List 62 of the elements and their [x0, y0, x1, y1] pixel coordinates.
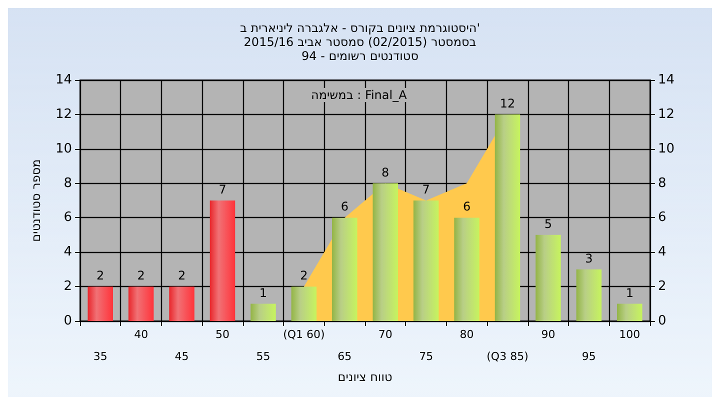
y2-tick-label: 6 — [658, 210, 666, 226]
data-label: 7 — [218, 182, 226, 196]
data-label: 12 — [500, 96, 516, 110]
x-tick-label: 80 — [460, 328, 474, 341]
bar — [128, 286, 154, 321]
data-label: 2 — [300, 268, 308, 283]
y2-tick-label: 0 — [658, 314, 666, 328]
bar — [169, 286, 194, 321]
x-tick-label: 35 — [93, 350, 108, 363]
y-tick-label: 8 — [64, 176, 72, 191]
x-tick-label: 40 — [134, 328, 148, 341]
data-label: 2 — [137, 268, 145, 283]
data-label: 7 — [422, 182, 430, 196]
bar — [250, 304, 276, 321]
data-label: 3 — [585, 251, 593, 266]
x-tick-label: 45 — [174, 350, 189, 363]
y2-tick-label: 10 — [658, 141, 675, 156]
annotation: במשימה : Final_A — [311, 88, 408, 102]
y-tick-label: 12 — [55, 106, 72, 122]
data-label: 2 — [96, 268, 104, 283]
bar — [88, 286, 113, 321]
bar — [372, 183, 398, 321]
x-tick-label: 75 — [419, 350, 434, 363]
data-label: 1 — [259, 286, 268, 300]
bar — [413, 200, 439, 321]
x-tick-label: (Q3 85) — [486, 350, 528, 363]
x-tick-label: (Q1 60) — [283, 328, 325, 341]
bar — [291, 286, 317, 321]
chart-title: היסטוגרמת ציונים בקורס - אלגברה ליניארית ב' בסמסטר (02/2015) סמסטר אביב 2015/16 סטודנטים רשומים - 94 — [240, 21, 480, 63]
x-tick-label: 95 — [582, 350, 596, 363]
y-axis-title: מספר סטודנטים — [29, 159, 43, 242]
data-label: 2 — [178, 268, 186, 283]
bar — [576, 269, 602, 321]
y2-tick-label: 2 — [658, 279, 666, 294]
x-axis-title: טווח ציונים — [338, 370, 392, 384]
bar — [210, 200, 236, 321]
y-tick-label: 4 — [64, 244, 72, 260]
bar — [536, 234, 561, 321]
y-tick-label: 14 — [55, 72, 72, 88]
data-label: 8 — [382, 165, 390, 180]
x-tick-label: 50 — [216, 328, 230, 341]
data-label: 6 — [340, 200, 348, 214]
bar — [332, 218, 358, 321]
y2-tick-label: 8 — [658, 176, 666, 191]
bar — [494, 114, 520, 321]
y-tick-label: 10 — [55, 141, 72, 156]
y2-tick-label: 12 — [658, 106, 675, 122]
x-tick-label: 100 — [619, 328, 640, 341]
data-label: 5 — [544, 216, 552, 231]
bar — [617, 304, 642, 321]
data-label: 6 — [462, 200, 471, 214]
y-tick-label: 6 — [64, 210, 72, 226]
x-tick-label: 70 — [378, 328, 392, 341]
x-tick-label: 65 — [338, 350, 352, 363]
bar — [454, 218, 480, 321]
x-tick-label: 90 — [541, 328, 556, 341]
data-label: 1 — [626, 286, 634, 300]
y-tick-label: 2 — [64, 279, 72, 294]
y2-tick-label: 4 — [658, 244, 666, 260]
y2-tick-label: 14 — [658, 72, 675, 88]
y-tick-label: 0 — [64, 314, 72, 328]
x-tick-label: 55 — [256, 350, 270, 363]
